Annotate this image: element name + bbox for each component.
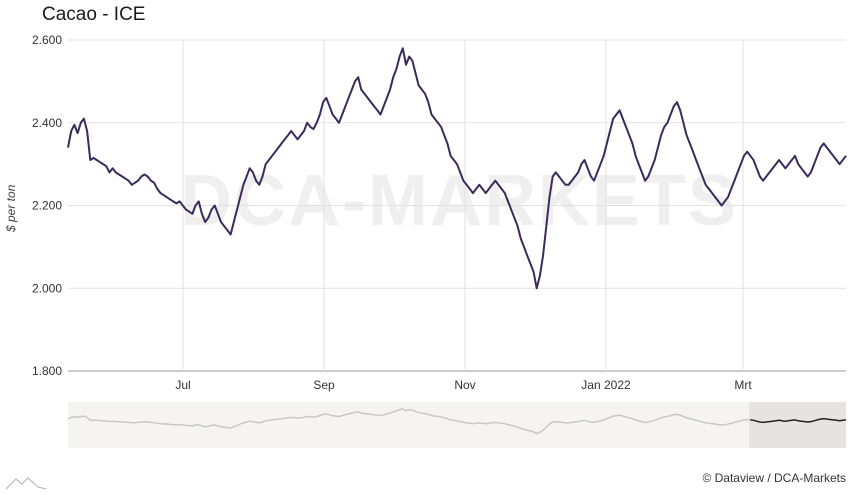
x-tick-label: Jul (175, 378, 190, 392)
y-axis-label: $ per ton (4, 184, 18, 232)
y-tick-label: 2.200 (32, 199, 62, 213)
y-tick-label: 2.400 (32, 116, 62, 130)
x-tick-label: Sep (313, 378, 335, 392)
x-tick-label: Mrt (734, 378, 752, 392)
chart-title: Cacao - ICE (42, 4, 146, 25)
y-tick-label: 2.600 (32, 33, 62, 47)
navigator-selection (749, 402, 846, 448)
credit: © Dataview / DCA-Markets (702, 471, 846, 485)
x-tick-label: Nov (454, 378, 475, 392)
x-tick-label: Jan 2022 (581, 378, 631, 392)
y-tick-label: 2.000 (32, 281, 62, 295)
navigator-selected-line (750, 417, 847, 424)
y-tick-label: 1.800 (32, 364, 62, 378)
navigator-line (67, 408, 751, 435)
price-line (67, 47, 847, 290)
mountain-icon (5, 477, 47, 490)
